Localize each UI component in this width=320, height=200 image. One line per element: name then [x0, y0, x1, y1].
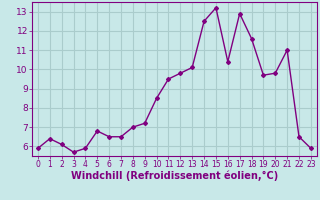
X-axis label: Windchill (Refroidissement éolien,°C): Windchill (Refroidissement éolien,°C)	[71, 171, 278, 181]
